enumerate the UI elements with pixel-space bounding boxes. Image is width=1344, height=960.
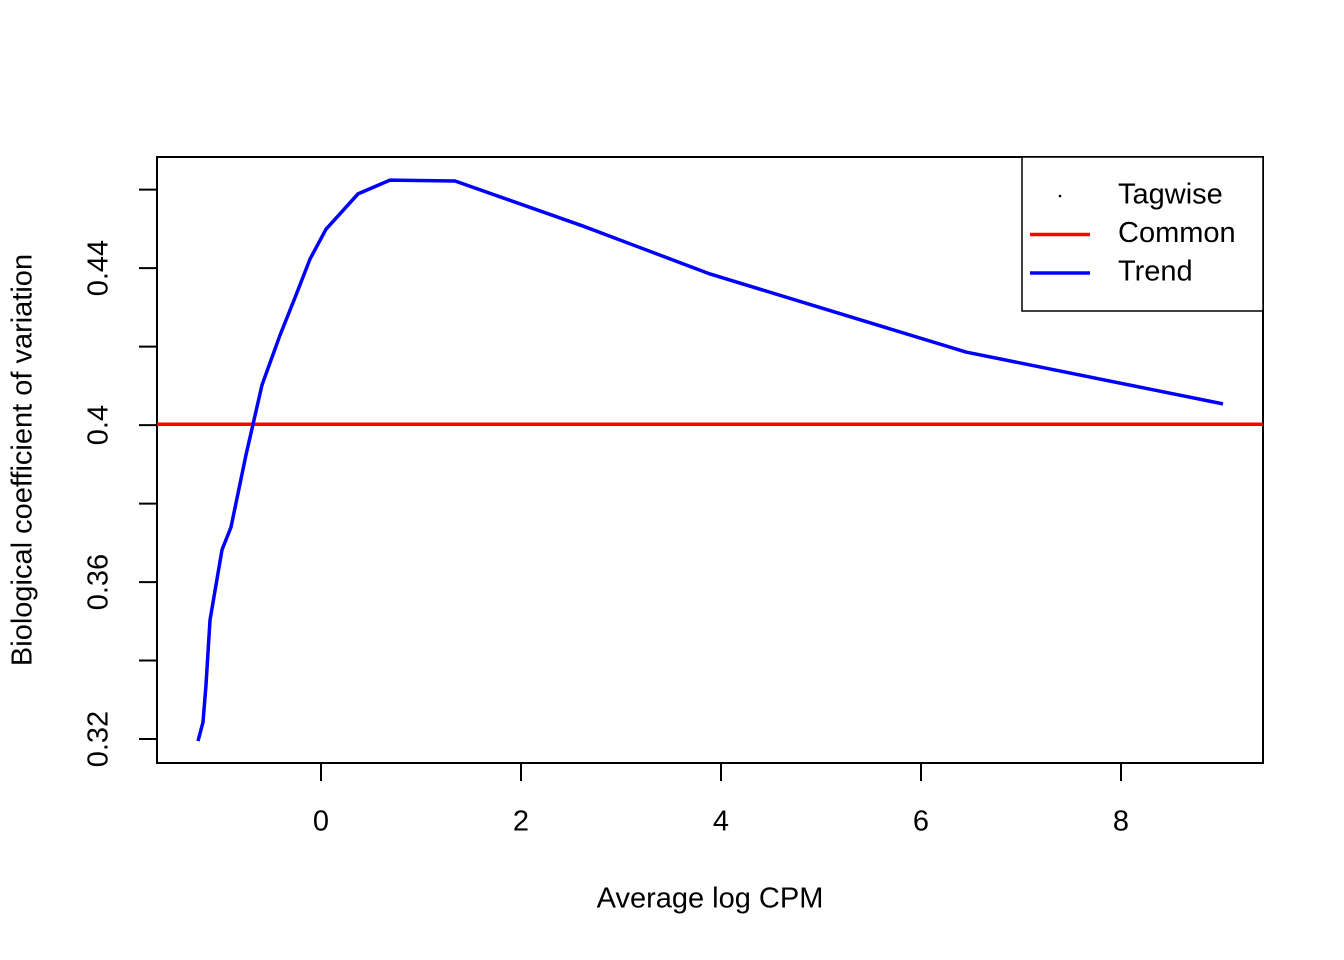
legend-swatch	[1058, 194, 1062, 198]
y-axis-label: Biological coefficient of variation	[7, 254, 39, 666]
y-tick-label: 0.32	[83, 711, 115, 767]
y-tick-label: 0.4	[83, 405, 115, 445]
y-tick-label: 0.36	[83, 554, 115, 610]
x-tick-label: 2	[513, 806, 529, 838]
x-tick-label: 6	[913, 806, 929, 838]
x-tick-label: 0	[313, 806, 329, 838]
x-axis-label: Average log CPM	[597, 883, 824, 915]
legend-label: Tagwise	[1118, 179, 1223, 211]
legend-label: Common	[1118, 217, 1236, 249]
y-tick-label: 0.44	[83, 240, 115, 296]
x-tick-label: 8	[1113, 806, 1129, 838]
trend-line	[196, 178, 1224, 742]
x-tick-label: 4	[713, 806, 729, 838]
plot-frame	[156, 156, 1264, 764]
legend-label: Trend	[1118, 256, 1193, 288]
